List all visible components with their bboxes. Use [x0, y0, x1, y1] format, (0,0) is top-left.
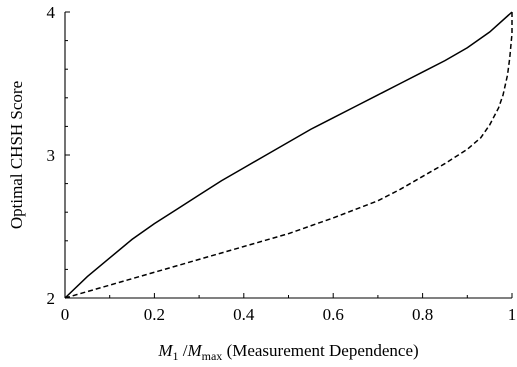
y-tick-label: 3 — [47, 146, 56, 165]
y-tick-label: 2 — [47, 289, 56, 308]
x-tick-label: 0.2 — [144, 305, 165, 324]
axes — [64, 12, 512, 299]
y-ticks: 2 3 4 — [47, 3, 70, 308]
x-title-var2: M — [186, 341, 202, 360]
x-title-sub2: max — [202, 349, 223, 363]
y-axis-title: Optimal CHSH Score — [7, 81, 26, 229]
x-tick-label: 0 — [61, 305, 70, 324]
x-title-sub1: 1 — [172, 349, 178, 363]
series-layer — [64, 11, 513, 299]
x-ticks: 0 0.2 0.4 0.6 0.8 1 — [61, 293, 517, 324]
x-tick-label: 0.6 — [323, 305, 344, 324]
y-tick-label: 4 — [47, 3, 56, 22]
x-tick-label: 0.4 — [233, 305, 255, 324]
x-tick-label: 1 — [508, 305, 517, 324]
solid-series-line — [64, 11, 513, 299]
x-title-var1: M — [157, 341, 173, 360]
x-title-sep: / — [178, 341, 187, 360]
dashed-series-line — [64, 12, 513, 299]
x-axis-title: M1 /Mmax (Measurement Dependence) — [157, 341, 418, 363]
x-title-rest: (Measurement Dependence) — [222, 341, 418, 360]
x-tick-label: 0.8 — [412, 305, 433, 324]
